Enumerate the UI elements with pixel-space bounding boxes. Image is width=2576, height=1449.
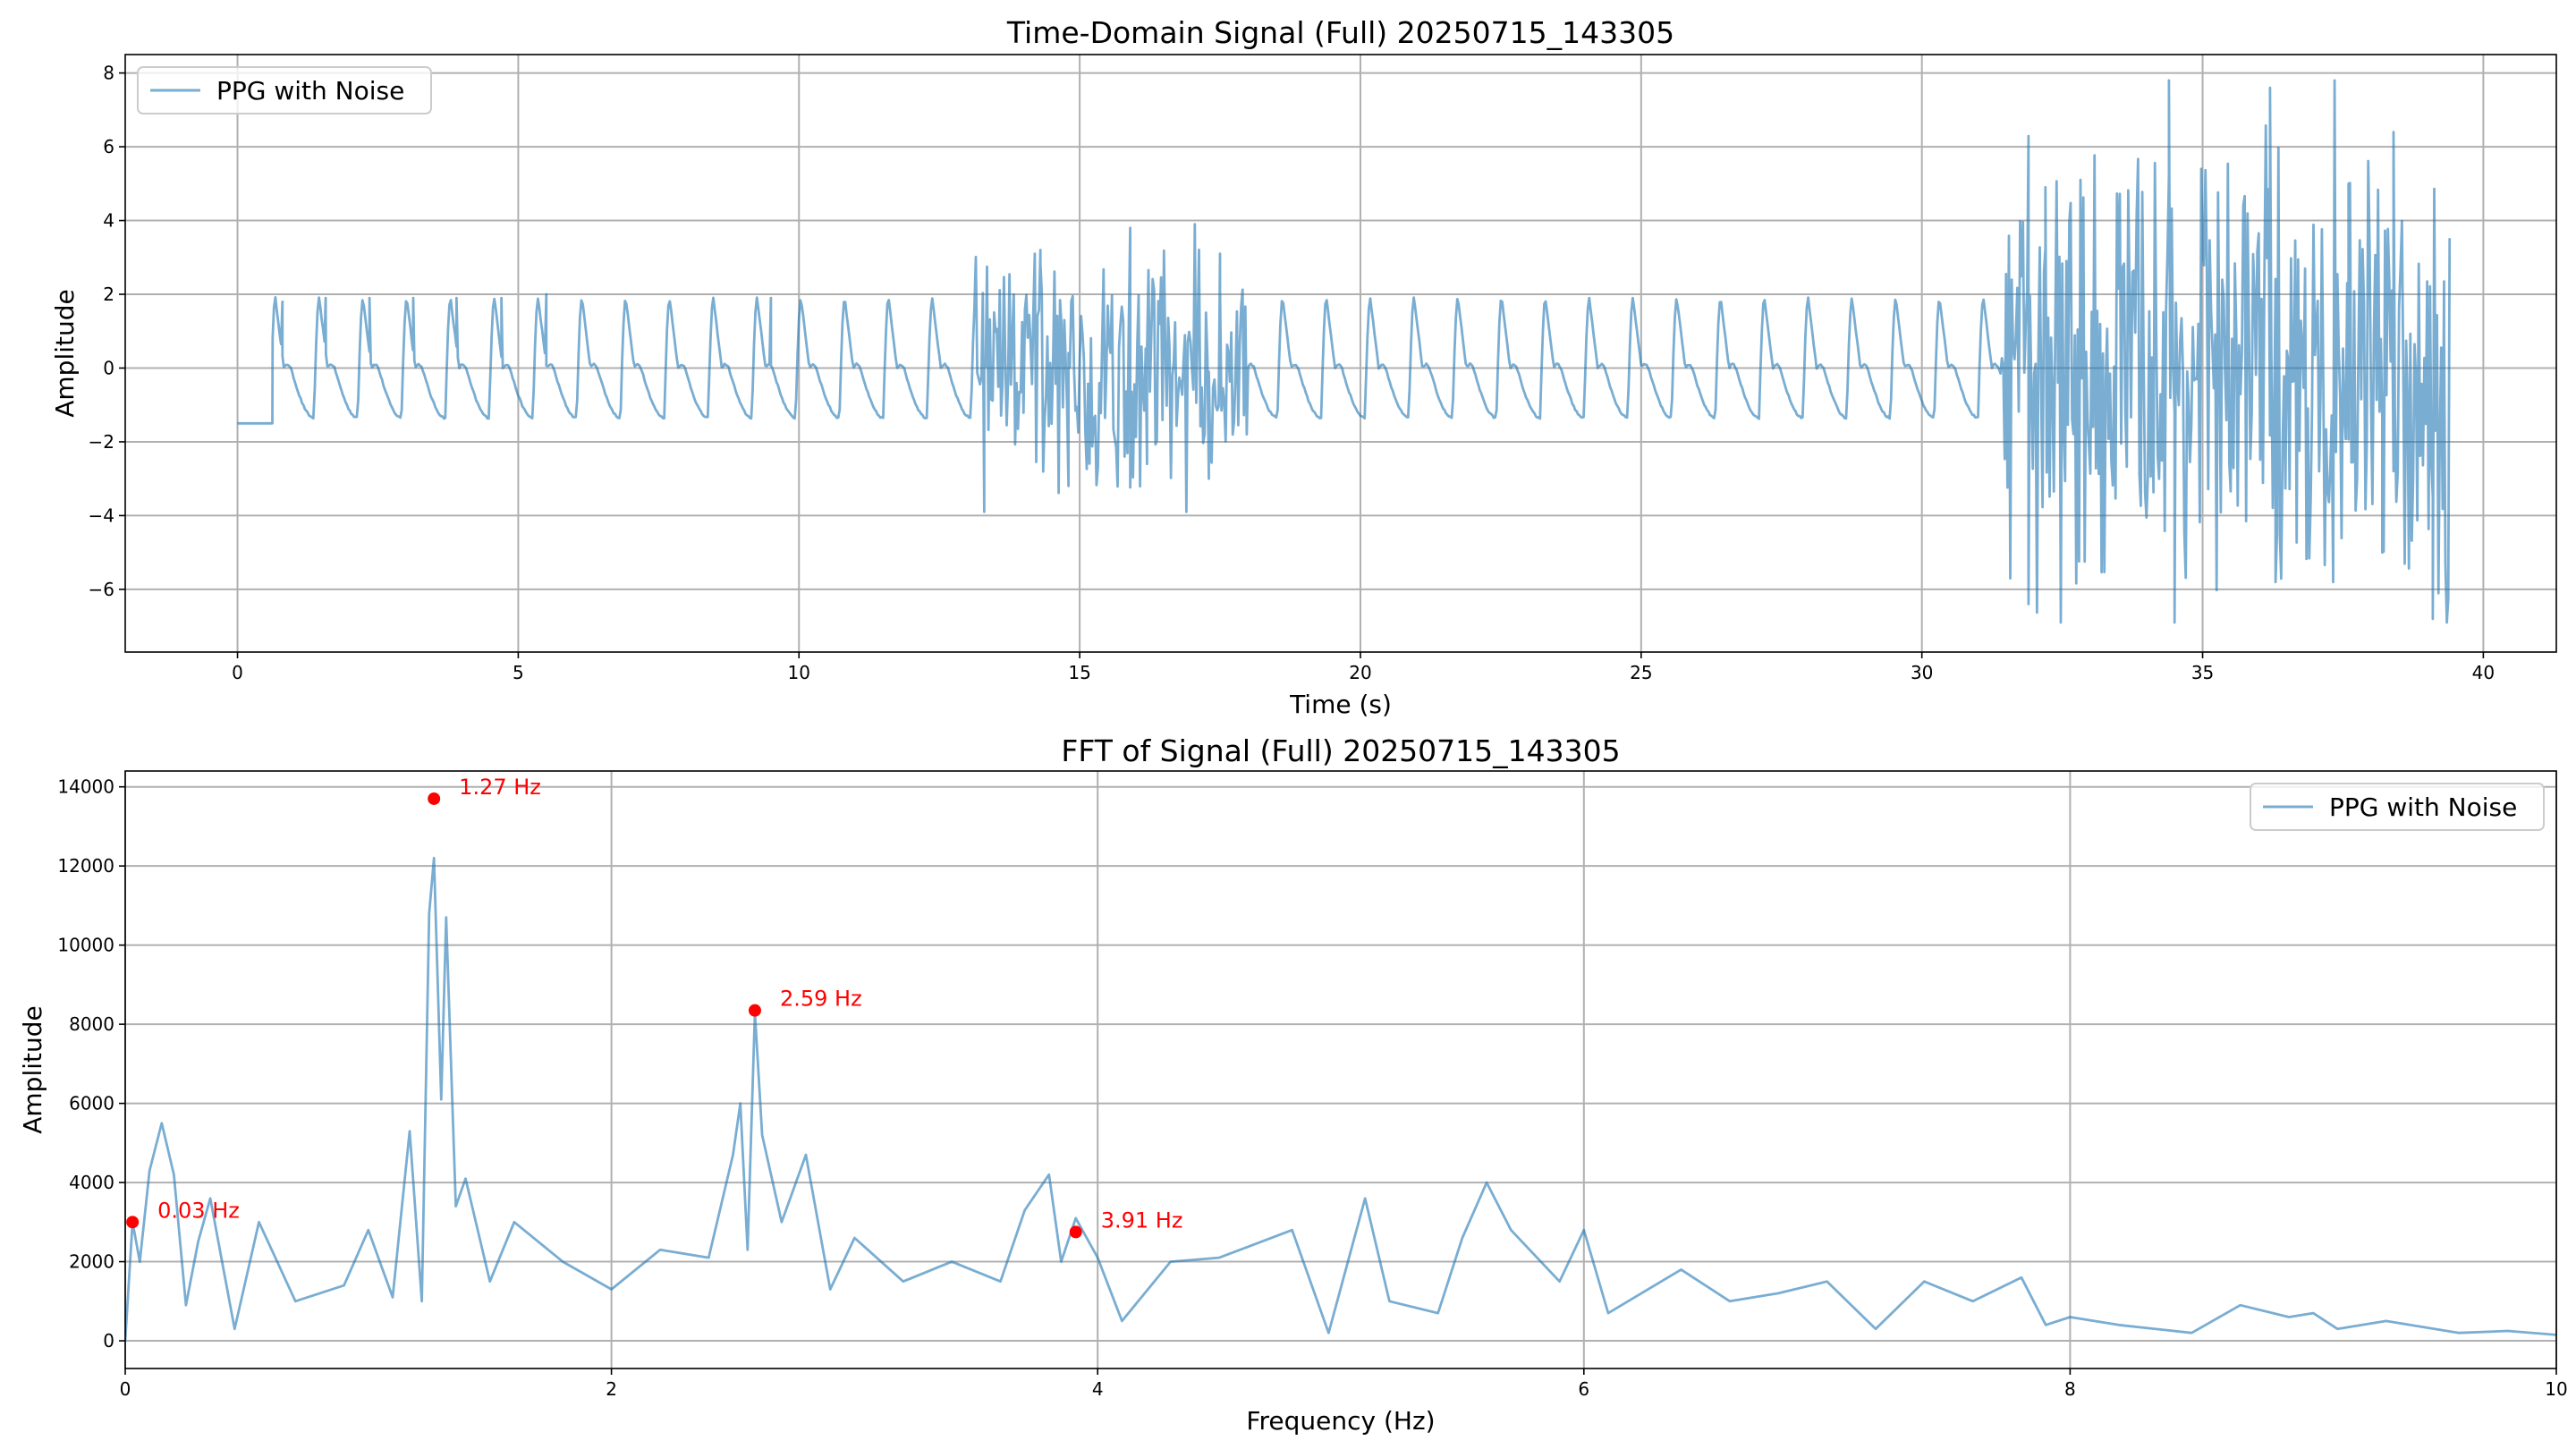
time-domain-title: Time-Domain Signal (Full) 20250715_14330…: [1006, 15, 1674, 50]
y-tick-label: −2: [89, 431, 114, 453]
peak-label: 2.59 Hz: [780, 987, 862, 1012]
time-domain-legend-box: [137, 66, 432, 114]
time-domain-legend: PPG with Noise: [137, 66, 432, 114]
y-tick-label: 0: [103, 357, 114, 378]
x-tick-label: 5: [513, 662, 524, 683]
y-tick-label: 6: [103, 136, 114, 157]
series-line-ppg-with-noise: [125, 856, 2556, 1342]
x-tick-label: 15: [1068, 662, 1090, 683]
fft-xlabel: Frequency (Hz): [1246, 1406, 1435, 1436]
time-domain-legend-label: PPG with Noise: [216, 76, 404, 106]
y-tick-label: −4: [89, 504, 114, 526]
series-line-ppg-with-noise: [237, 79, 2452, 624]
fft-legend: PPG with Noise: [2250, 783, 2545, 831]
x-tick-label: 20: [1349, 662, 1371, 683]
y-tick-label: 0: [103, 1330, 114, 1352]
x-tick-label: 8: [2064, 1378, 2076, 1400]
time-domain-ylabel: Amplitude: [50, 289, 80, 418]
fft-legend-box: [2250, 783, 2545, 831]
peak-marker: [748, 1004, 761, 1017]
x-tick-label: 35: [2191, 662, 2214, 683]
x-tick-label: 6: [1578, 1378, 1589, 1400]
fft-plot-frame: [124, 770, 2557, 1369]
peak-marker: [126, 1216, 140, 1229]
peak-marker: [428, 792, 441, 805]
peak-marker: [1069, 1225, 1082, 1239]
y-tick-label: 10000: [57, 935, 114, 956]
y-tick-label: 8: [103, 63, 114, 84]
peak-label: 3.91 Hz: [1101, 1208, 1183, 1233]
time-domain-xlabel: Time (s): [1289, 690, 1392, 719]
y-tick-label: 12000: [57, 855, 114, 877]
y-tick-label: 8000: [69, 1013, 114, 1035]
fft-ylabel: Amplitude: [18, 1005, 47, 1134]
x-tick-label: 25: [1630, 662, 1652, 683]
time-domain-plot-frame: [124, 54, 2557, 653]
x-tick-label: 40: [2472, 662, 2495, 683]
y-tick-label: −6: [89, 579, 114, 600]
peak-label: 1.27 Hz: [459, 775, 541, 800]
y-tick-label: 2: [103, 284, 114, 305]
x-tick-label: 2: [606, 1378, 617, 1400]
fft-chart: 0.03 Hz 1.27 Hz 2.59 Hz 3.91 Hz 0 2 4 6 8 10 0 200…: [18, 733, 2568, 1436]
x-tick-label: 10: [2545, 1378, 2567, 1400]
y-tick-label: 14000: [57, 776, 114, 798]
x-tick-label: 10: [788, 662, 810, 683]
y-tick-label: 6000: [69, 1093, 114, 1114]
x-tick-label: 4: [1092, 1378, 1104, 1400]
y-tick-label: 2000: [69, 1251, 114, 1273]
x-tick-label: 0: [120, 1378, 131, 1400]
fft-title: FFT of Signal (Full) 20250715_143305: [1061, 733, 1620, 768]
fft-legend-label: PPG with Noise: [2329, 792, 2517, 822]
x-tick-label: 0: [232, 662, 243, 683]
x-tick-label: 30: [1911, 662, 1933, 683]
y-tick-label: 4: [103, 210, 114, 232]
peak-label: 0.03 Hz: [157, 1198, 240, 1223]
y-tick-label: 4000: [69, 1172, 114, 1193]
time-domain-chart: 0 5 10 15 20 25 30 35 40 −6 −4 −2 0 2 4 6 8 Time-Domain …: [50, 15, 2557, 719]
